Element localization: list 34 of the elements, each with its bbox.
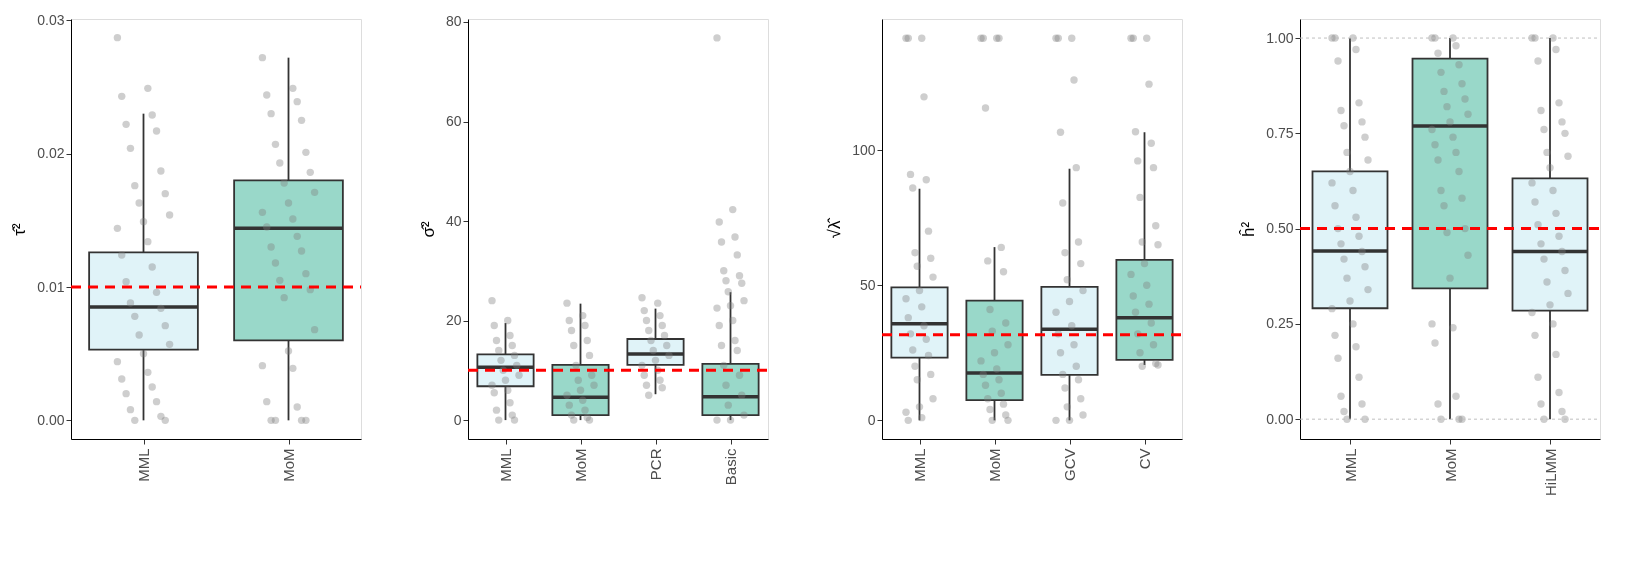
- x-tick-label: HiLMM: [1541, 448, 1559, 496]
- y-tick-label: 0: [453, 411, 462, 428]
- x-tick-label: MoM: [986, 448, 1003, 482]
- y-axis-title: √λ̂: [825, 217, 845, 239]
- y-tick-label: 1.00: [1266, 29, 1294, 46]
- y-tick-label: 0: [867, 411, 876, 428]
- y-tick-label: 0.03: [37, 11, 65, 28]
- y-tick-label: 80: [445, 13, 462, 30]
- x-tick-label: MoM: [280, 448, 297, 482]
- y-tick-label: 0.25: [1266, 315, 1294, 332]
- y-tick-label: 100: [852, 141, 876, 158]
- y-tick-label: 60: [445, 113, 462, 130]
- x-tick-label: Basic: [722, 448, 739, 486]
- y-tick-label: 40: [445, 212, 462, 229]
- x-tick-label: MML: [135, 448, 152, 482]
- y-axis-title: σ̂²: [418, 221, 438, 238]
- y-tick-label: 0.02: [37, 145, 65, 162]
- y-tick-label: 0.01: [37, 278, 65, 295]
- x-tick-label: MML: [1341, 448, 1359, 482]
- y-axis-title: τ̂²: [10, 222, 30, 236]
- y-tick-label: 0.75: [1266, 124, 1294, 141]
- y-axis-title: ĥ²: [1239, 221, 1259, 238]
- x-tick-label: MoM: [1441, 448, 1459, 482]
- x-tick-label: MML: [911, 448, 928, 482]
- y-tick-label: 0.50: [1266, 220, 1294, 237]
- y-tick-label: 50: [859, 276, 876, 293]
- x-tick-label: CV: [1136, 448, 1153, 470]
- x-tick-label: GCV: [1061, 448, 1078, 482]
- y-tick-label: 0.00: [37, 411, 65, 428]
- x-tick-label: PCR: [647, 448, 664, 481]
- x-tick-label: MoM: [572, 448, 589, 482]
- x-tick-label: MML: [497, 448, 514, 482]
- y-tick-label: 20: [445, 312, 462, 329]
- y-tick-label: 0.00: [1266, 410, 1294, 427]
